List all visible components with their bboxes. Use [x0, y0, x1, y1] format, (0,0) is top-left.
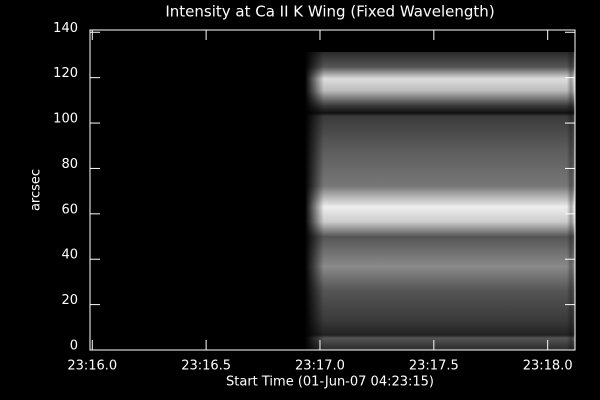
x-tick-label: 23:16.0	[67, 359, 117, 374]
y-axis-title: arcsec	[29, 169, 44, 211]
x-tick-label: 23:18.0	[523, 359, 573, 374]
image	[305, 52, 575, 350]
y-tick-label: 20	[61, 293, 78, 308]
chart-title: Intensity at Ca II K Wing (Fixed Wavelen…	[165, 3, 494, 21]
x-tick-label: 23:17.5	[409, 359, 459, 374]
y-tick-label: 60	[61, 202, 78, 217]
y-tick-label: 140	[53, 21, 78, 36]
plot-frame	[89, 29, 576, 351]
y-tick-label: 0	[70, 339, 78, 354]
x-tick-label: 23:16.5	[181, 359, 231, 374]
image-fade	[305, 52, 575, 350]
y-tick-label: 80	[61, 157, 78, 172]
y-tick-label: 120	[53, 66, 78, 81]
x-axis-title: Start Time (01-Jun-07 04:23:15)	[226, 375, 434, 390]
y-tick-label: 40	[61, 248, 78, 263]
y-tick-label: 100	[53, 112, 78, 127]
x-tick-label: 23:17.0	[295, 359, 345, 374]
